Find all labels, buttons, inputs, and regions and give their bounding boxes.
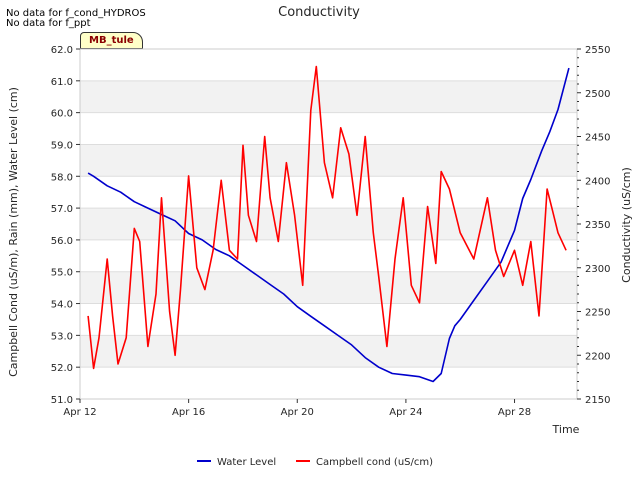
grid-band: [80, 208, 577, 240]
left-axis: 51.0 52.0 53.0 54.0 55.0 56.0 57.0 58.0 59.0 60.0…: [51, 45, 80, 406]
left-tick-label: 61.0: [51, 77, 73, 88]
left-tick-label: 53.0: [51, 331, 73, 342]
campbell-cond-line: [87, 65, 567, 370]
no-data-note-cond: No data for f_cond_HYDROS: [6, 8, 146, 19]
chart-title: Conductivity: [278, 5, 360, 20]
left-tick-label: 52.0: [51, 363, 73, 374]
x-tick-label: Apr 12: [63, 407, 96, 418]
left-tick-label: 59.0: [51, 140, 73, 151]
right-tick-label: 2450: [585, 133, 610, 144]
left-tick-label: 62.0: [51, 45, 73, 56]
right-tick-label: 2200: [585, 351, 610, 362]
left-tick-label: 51.0: [51, 395, 73, 406]
x-tick-label: Apr 28: [498, 407, 531, 418]
right-tick-label: 2500: [585, 89, 610, 100]
water-level-line: [87, 67, 570, 383]
left-tick-label: 58.0: [51, 172, 73, 183]
right-axis-label: Conductivity (uS/cm): [620, 167, 633, 283]
right-tick-label: 2300: [585, 264, 610, 275]
legend-label: Water Level: [217, 457, 276, 468]
series-layer: [87, 65, 570, 383]
left-axis-label: Campbell Cond (uS/m), Rain (mm), Water L…: [7, 87, 20, 377]
right-tick-label: 2150: [585, 395, 610, 406]
grid-band: [80, 271, 577, 304]
left-tick-label: 56.0: [51, 236, 73, 247]
legend: Water Level Campbell cond (uS/cm): [197, 457, 433, 468]
x-axis: Apr 12 Apr 16 Apr 20 Apr 24 Apr 28: [63, 399, 531, 418]
grid-band: [80, 80, 577, 113]
left-tick-label: 57.0: [51, 204, 73, 215]
right-tick-label: 2350: [585, 220, 610, 231]
grid-band: [80, 144, 577, 177]
no-data-note-ppt: No data for f_ppt: [6, 18, 91, 29]
right-tick-label: 2400: [585, 176, 610, 187]
grid-band: [80, 335, 577, 368]
x-axis-label: Time: [552, 423, 580, 436]
x-tick-label: Apr 20: [281, 407, 314, 418]
legend-label: Campbell cond (uS/cm): [316, 457, 433, 468]
left-tick-label: 54.0: [51, 300, 73, 311]
background-bands: [80, 80, 577, 368]
left-tick-label: 55.0: [51, 268, 73, 279]
x-tick-label: Apr 24: [389, 407, 422, 418]
right-tick-label: 2550: [585, 45, 610, 56]
right-axis: 2150 2200 2250 2300 2350 2400 2450 2500 2550: [577, 45, 610, 406]
left-tick-label: 60.0: [51, 109, 73, 120]
right-tick-label: 2250: [585, 308, 610, 319]
x-tick-label: Apr 16: [172, 407, 205, 418]
